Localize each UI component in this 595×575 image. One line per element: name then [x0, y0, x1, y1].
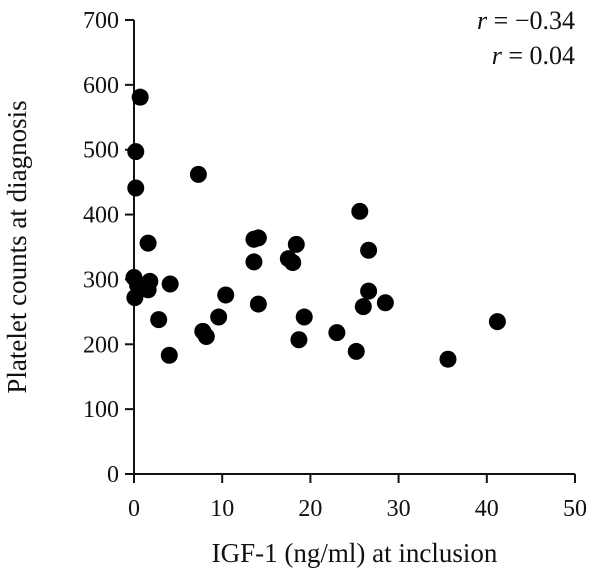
x-tick-label: 10	[210, 496, 234, 522]
y-tick-label: 700	[83, 8, 119, 34]
data-point	[210, 308, 228, 326]
data-point	[249, 295, 267, 313]
x-tick-label: 40	[475, 496, 499, 522]
annotation-symbol: r	[477, 6, 488, 35]
data-point	[488, 313, 506, 331]
data-point	[439, 350, 457, 368]
data-point	[360, 282, 378, 300]
axes	[133, 20, 575, 475]
y-axis-ticks: 0 100 200 300 400 500 600 700	[83, 8, 134, 488]
data-point	[127, 179, 145, 197]
data-point	[131, 88, 149, 106]
data-points	[125, 88, 506, 368]
x-tick-label: 0	[128, 496, 140, 522]
data-point	[217, 286, 235, 304]
data-point	[127, 143, 145, 161]
y-tick-label: 300	[83, 267, 119, 293]
y-tick-label: 200	[83, 332, 119, 358]
x-axis-title: IGF-1 (ng/ml) at inclusion	[212, 538, 498, 568]
data-point	[150, 311, 168, 329]
annotation-value: = −0.34	[487, 6, 575, 35]
x-tick-label: 50	[563, 496, 587, 522]
annotation-value: = 0.04	[502, 41, 575, 70]
data-point	[197, 328, 215, 346]
data-point	[347, 342, 365, 360]
y-tick-label: 400	[83, 203, 119, 229]
y-tick-label: 0	[107, 462, 119, 488]
correlation-annotations: r = −0.34r = 0.04	[477, 6, 575, 70]
correlation-annotation: r = −0.34	[477, 6, 575, 35]
data-point	[354, 298, 372, 316]
data-point	[284, 254, 302, 272]
data-point	[160, 346, 178, 364]
x-tick-label: 20	[298, 496, 322, 522]
data-point	[290, 331, 308, 349]
data-point	[376, 294, 394, 312]
data-point	[287, 235, 305, 253]
data-point	[139, 234, 157, 252]
correlation-annotation: r = 0.04	[492, 41, 575, 70]
data-point	[360, 241, 378, 259]
y-tick-label: 500	[83, 138, 119, 164]
data-point	[141, 272, 159, 290]
data-point	[295, 308, 313, 326]
x-tick-label: 30	[387, 496, 411, 522]
annotation-symbol: r	[492, 41, 503, 70]
y-tick-label: 600	[83, 73, 119, 99]
data-point	[328, 324, 346, 342]
data-point	[351, 202, 369, 220]
y-axis-title: Platelet counts at diagnosis	[2, 100, 32, 393]
data-point	[245, 253, 263, 271]
data-point	[249, 229, 267, 247]
data-point	[161, 275, 179, 293]
x-axis-ticks: 0 10 20 30 40 50	[128, 474, 587, 522]
y-tick-label: 100	[83, 397, 119, 423]
data-point	[189, 165, 207, 183]
